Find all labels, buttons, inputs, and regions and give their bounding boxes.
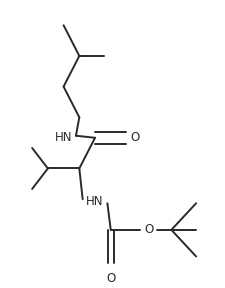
Text: HN: HN [55,131,72,144]
Text: O: O [144,223,153,236]
Text: O: O [106,272,115,285]
Text: HN: HN [86,195,103,208]
Text: O: O [130,131,140,144]
